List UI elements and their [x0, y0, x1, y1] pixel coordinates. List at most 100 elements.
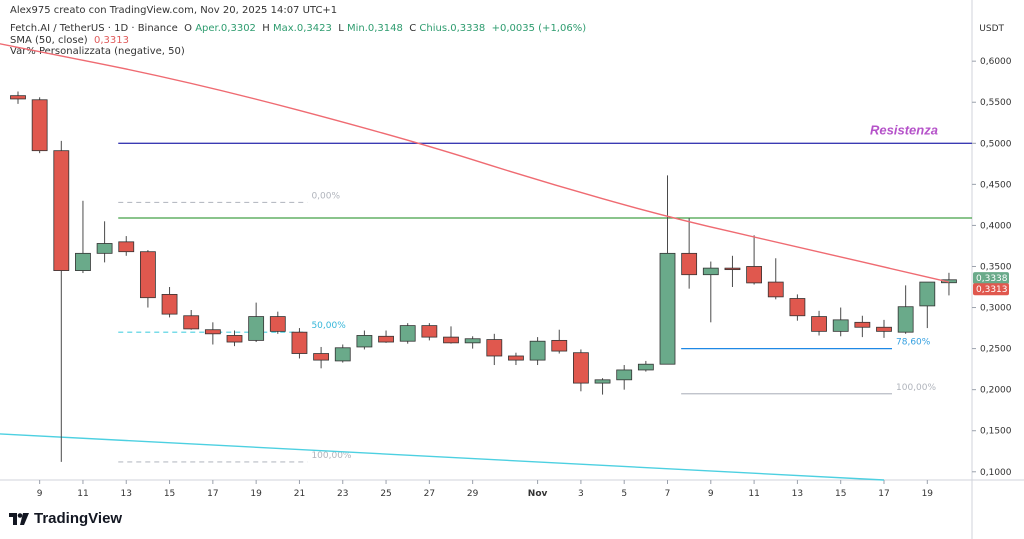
open-value: Aper.0,3302 — [195, 23, 256, 34]
y-tick-label: 0,1500 — [980, 427, 1012, 437]
trend-line — [0, 433, 885, 481]
fib-level-label: 100,00% — [896, 383, 936, 393]
candle-body — [75, 252, 91, 271]
x-tick-label: 11 — [77, 489, 88, 499]
close-label: C — [409, 23, 417, 34]
symbol-name[interactable]: Fetch.AI / TetherUS · 1D · Binance — [10, 23, 178, 34]
y-tick-label: 0,4500 — [980, 180, 1012, 190]
candle — [659, 175, 676, 365]
x-tick-label: 9 — [708, 489, 714, 499]
candle — [897, 285, 914, 334]
candle-body — [832, 319, 849, 332]
candle-body — [96, 243, 113, 254]
candle — [702, 261, 719, 323]
candle — [854, 315, 871, 338]
candle-body — [399, 325, 416, 342]
candle — [378, 330, 394, 343]
candle — [573, 349, 589, 392]
candle-body — [746, 266, 762, 284]
fib-level-label: 100,00% — [311, 451, 351, 461]
sma-price-badge: 0,3313 — [973, 283, 1009, 296]
candle-body — [291, 331, 308, 354]
candle-body — [573, 352, 589, 384]
y-tick-label: 0,2000 — [980, 386, 1012, 396]
candle — [919, 281, 936, 329]
candle — [139, 250, 156, 308]
candle-body — [919, 281, 936, 307]
candle — [291, 328, 308, 359]
sma-price-badge-text: 0,3313 — [976, 285, 1008, 295]
x-tick-label: 19 — [922, 489, 934, 499]
candle — [746, 235, 762, 285]
candle — [811, 310, 827, 336]
candle-body — [183, 315, 200, 330]
candle-body — [443, 336, 459, 344]
candle — [637, 360, 654, 372]
sma-price-badge-bg — [973, 283, 1009, 296]
y-tick-label: 0,3500 — [980, 262, 1012, 272]
candle-body — [118, 241, 135, 253]
candle — [183, 310, 200, 330]
x-tick-label: 29 — [467, 489, 479, 499]
candle-body — [876, 326, 892, 332]
candle — [832, 307, 849, 337]
candle — [53, 140, 70, 462]
candle — [724, 255, 741, 288]
currency-label: USDT — [979, 24, 1004, 34]
low-value: Min.0,3148 — [346, 23, 403, 34]
candle — [486, 333, 503, 366]
candle — [226, 330, 243, 347]
open-label: O — [184, 23, 193, 34]
var-label: Var% Personalizzata (negative, 50) — [10, 46, 185, 57]
x-tick-label: 21 — [294, 489, 305, 499]
sma-value: 0,3313 — [94, 35, 129, 46]
high-value: Max.0,3423 — [273, 23, 332, 34]
tradingview-logo-icon — [9, 512, 29, 525]
fib-level-label: 78,60% — [896, 338, 931, 348]
candle-body — [31, 99, 48, 152]
candle — [31, 97, 48, 154]
y-tick-label: 0,6000 — [980, 57, 1012, 67]
candle — [464, 336, 481, 349]
sma-label: SMA (50, close) — [10, 35, 88, 46]
candle — [313, 346, 330, 369]
candle-body — [594, 379, 611, 384]
candle-body — [139, 251, 156, 299]
y-tick-label: 0,5500 — [980, 98, 1012, 108]
candle-body — [356, 335, 373, 348]
candle-body — [464, 338, 481, 344]
candle — [118, 236, 135, 256]
candle-body — [486, 339, 503, 357]
candle — [789, 294, 806, 321]
candle — [767, 258, 784, 300]
x-tick-label: 13 — [792, 489, 803, 499]
x-tick-label: 15 — [835, 489, 846, 499]
candle-body — [529, 340, 546, 361]
x-tick-label: 15 — [164, 489, 175, 499]
candle-body — [248, 316, 265, 341]
candle — [941, 272, 957, 296]
candle-body — [204, 329, 221, 335]
last-price-badge-text: 0,3338 — [976, 274, 1008, 284]
candle-body — [767, 281, 784, 298]
candle-body — [811, 316, 827, 332]
high-label: H — [262, 23, 270, 34]
candle — [876, 319, 892, 338]
var-legend[interactable]: Var% Personalizzata (negative, 50) — [10, 46, 185, 57]
candle — [443, 326, 459, 344]
x-tick-label: 7 — [665, 489, 671, 499]
x-tick-label: 9 — [37, 489, 43, 499]
sma-legend[interactable]: SMA (50, close) 0,3313 — [10, 35, 129, 46]
x-tick-label: 17 — [878, 489, 889, 499]
tradingview-logo: TradingView — [9, 510, 122, 527]
x-tick-label: 3 — [578, 489, 584, 499]
candle-body — [637, 363, 654, 371]
x-tick-label: 27 — [424, 489, 435, 499]
candle-body — [161, 293, 178, 315]
candle — [248, 302, 265, 343]
x-tick-label: 19 — [250, 489, 262, 499]
symbol-legend: Fetch.AI / TetherUS · 1D · Binance O Ape… — [10, 23, 586, 34]
candle-body — [659, 252, 676, 365]
candle-body — [269, 316, 286, 332]
